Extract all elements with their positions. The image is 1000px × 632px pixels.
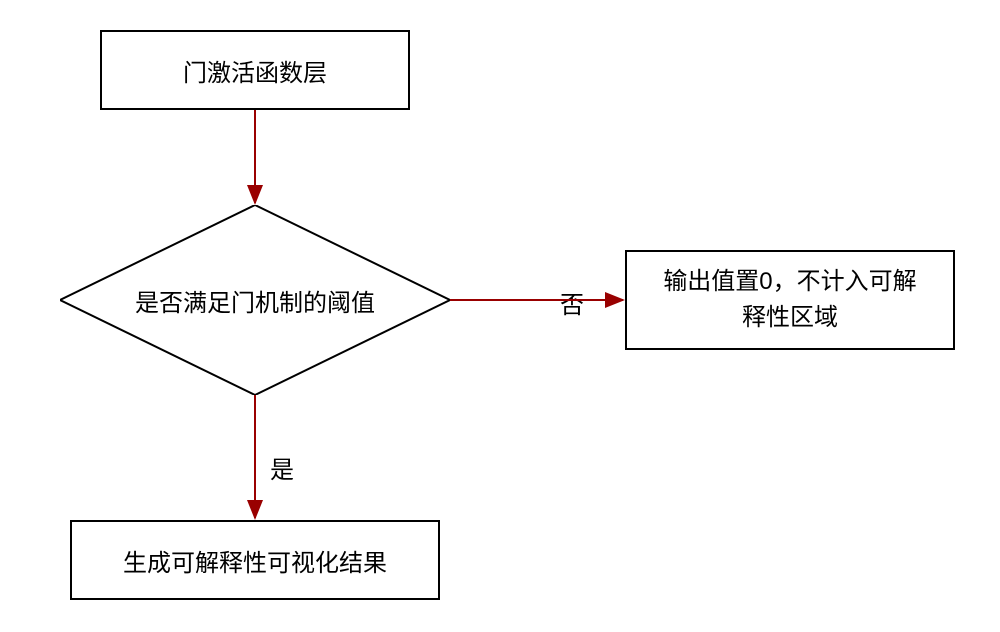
edges-layer [0, 0, 1000, 632]
